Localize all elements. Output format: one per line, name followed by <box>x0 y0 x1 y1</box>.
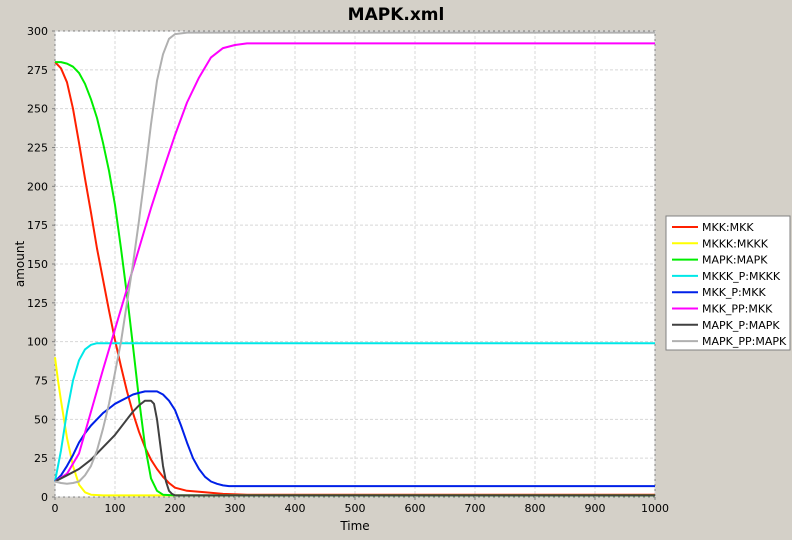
y-tick-label-6: 150 <box>27 258 48 271</box>
series-line-mkkk-p-mkkk <box>54 342 655 482</box>
legend-label-mkkk-p-mkkk: MKKK_P:MKKK <box>702 270 781 283</box>
legend-label-mkkk-mkkk: MKKK:MKKK <box>702 237 769 250</box>
x-tick-label-2: 200 <box>165 502 186 515</box>
y-tick-label-3: 75 <box>34 375 48 388</box>
x-tick-label-5: 500 <box>345 502 366 515</box>
x-tick-label-4: 400 <box>285 502 306 515</box>
y-tick-label-10: 250 <box>27 103 48 116</box>
series-layer <box>54 31 655 497</box>
legend: MKK:MKK MKKK:MKKK MAPK:MAPK MKKK_P:MKKK MKK_… <box>665 215 791 351</box>
legend-label-mapk-mapk: MAPK:MAPK <box>702 254 768 267</box>
legend-label-mapk-pp-mapk: MAPK_PP:MAPK <box>702 335 787 348</box>
chart-title: MAPK.xml <box>348 5 445 25</box>
x-axis-title: Time <box>339 519 369 533</box>
y-tick-label-0: 0 <box>41 491 48 504</box>
x-tick-label-0: 0 <box>52 502 59 515</box>
x-tick-label-6: 600 <box>405 502 426 515</box>
y-tick-label-9: 225 <box>27 142 48 155</box>
x-tick-label-7: 700 <box>465 502 486 515</box>
legend-box <box>665 215 791 351</box>
y-axis-title: amount <box>13 241 27 288</box>
y-tick-label-7: 175 <box>27 219 48 232</box>
x-tick-label-8: 800 <box>525 502 546 515</box>
series-line-mapk-mapk <box>55 61 655 497</box>
x-tick-label-1: 100 <box>105 502 126 515</box>
y-tick-label-1: 25 <box>34 452 48 465</box>
legend-label-mkk-mkk: MKK:MKK <box>702 221 754 234</box>
series-line-mkk-pp-mkk <box>54 42 655 483</box>
series-line-mapk-pp-mapk <box>54 31 655 485</box>
x-tick-label-9: 900 <box>585 502 606 515</box>
axes: 0 25 50 75 100 125 150 175 200 225 250 275 300 0 100 20… <box>27 25 669 515</box>
y-tick-label-8: 200 <box>27 180 48 193</box>
y-tick-label-5: 125 <box>27 297 48 310</box>
legend-label-mapk-p-mapk: MAPK_P:MAPK <box>702 319 780 332</box>
x-tick-label-10: 1000 <box>641 502 669 515</box>
y-tick-label-2: 50 <box>34 413 48 426</box>
series-line-mkk-mkk <box>54 61 655 496</box>
legend-label-mkk-pp-mkk: MKK_PP:MKK <box>702 303 773 316</box>
y-tick-label-12: 300 <box>27 25 48 38</box>
series-line-mapk-p-mapk <box>54 399 655 497</box>
y-tick-label-4: 100 <box>27 336 48 349</box>
x-tick-label-3: 300 <box>225 502 246 515</box>
series-line-mkkk-mkkk <box>54 357 655 497</box>
y-tick-label-11: 275 <box>27 64 48 77</box>
legend-label-mkk-p-mkk: MKK_P:MKK <box>702 286 766 299</box>
